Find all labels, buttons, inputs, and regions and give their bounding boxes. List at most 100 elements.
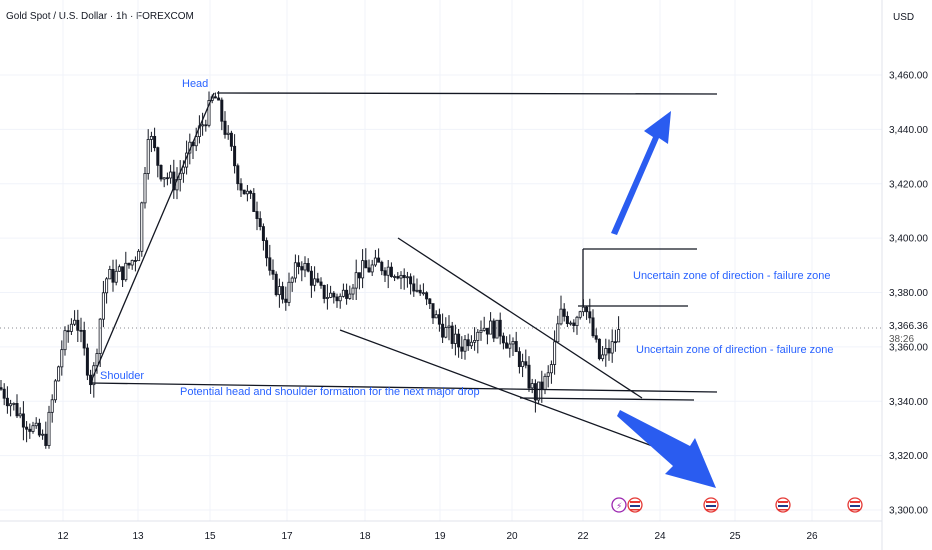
candle-body [194,136,198,147]
candle-body [53,380,57,401]
candle-body [473,340,477,343]
candle-body [373,257,377,266]
candle-body [85,347,89,376]
candle-body [610,341,614,354]
candle-body [47,411,51,446]
candle-body [508,343,512,349]
candle-body [21,413,25,428]
candle-body [389,266,393,277]
candle-body [0,387,3,390]
candle-body [489,320,493,335]
candle-body [277,286,281,296]
candle-body [287,281,291,303]
candle-body [357,272,361,279]
candle-body [95,353,99,367]
candle-body [444,327,448,338]
candle-body [511,341,515,345]
candle-body [60,349,64,368]
shoulder-annotation: Shoulder [100,370,144,382]
candle-body [50,399,54,413]
candle-body [501,335,505,344]
x-tick-label: 13 [132,531,144,542]
candle-body [255,211,259,219]
candle-body [348,293,352,299]
candle-body [530,383,534,389]
candle-body [172,171,176,191]
candle-body [261,226,265,241]
candle-body [2,388,6,399]
svg-text:⚡: ⚡ [616,502,622,512]
x-tick-label: 18 [359,531,371,542]
candle-body [450,325,454,344]
lightning-icon [611,497,627,513]
candle-body [495,319,499,339]
x-axis: 12 13 15 17 18 19 20 22 24 25 26 [57,531,818,542]
y-tick-label: 3,360.00 [889,342,928,353]
candle-body [159,164,163,180]
candle-body [543,375,547,390]
candle-body [181,166,185,174]
candle-body [361,260,365,279]
candle-body [165,177,169,180]
candle-body [265,240,269,259]
currency-label[interactable]: USD [893,12,915,23]
candle-body [421,292,425,295]
candle-body [332,292,336,298]
candle-body [153,135,157,149]
flag-icon [847,497,863,513]
candle-body [527,364,531,389]
candle-body [82,330,86,349]
candle-body [329,292,333,298]
candle-body [111,269,115,283]
candle-body [517,351,521,368]
candle-body [37,422,41,436]
candle-body [322,284,326,299]
candle-body [409,276,413,285]
y-tick-label: 3,320.00 [889,451,928,462]
candle-body [204,124,208,127]
candle-body [601,354,605,360]
candle-body [466,339,470,347]
candle-body [412,283,416,292]
pattern-lines [89,92,718,448]
candle-body [117,266,121,272]
up-arrow-icon [611,111,671,235]
candle-body [386,266,390,276]
candle-body [393,276,397,278]
candle-body [335,296,339,302]
candle-body [156,147,160,166]
x-tick-label: 20 [506,531,518,542]
candle-body [377,257,381,263]
candle-body [585,306,589,313]
candle-body [425,292,429,300]
head-line [216,92,718,95]
candle-body [553,341,557,365]
candle-body [434,314,438,319]
y-tick-label: 3,380.00 [889,288,928,299]
candle-body [124,262,128,281]
candle-body [569,322,573,325]
candle-body [239,183,243,191]
flag-icon [703,497,719,513]
grid [0,0,882,521]
x-tick-label: 12 [57,531,69,542]
candle-body [370,264,374,273]
candle-body [143,173,147,204]
candle-body [18,413,22,417]
pattern-annotation: Potential head and shoulder formation fo… [180,386,480,398]
candle-body [108,269,112,280]
candle-body [437,314,441,325]
candle-body [12,403,16,405]
candle-body [524,361,528,366]
candle-body [338,295,342,302]
neckline [89,382,718,393]
x-tick-label: 19 [434,531,446,542]
candle-body [556,323,560,343]
candle-body [364,260,368,269]
channel-upper-line [397,237,643,399]
candle-body [76,319,80,331]
event-icons[interactable]: ⚡ [611,497,863,513]
x-tick-label: 26 [806,531,818,542]
candle-body [588,311,592,319]
